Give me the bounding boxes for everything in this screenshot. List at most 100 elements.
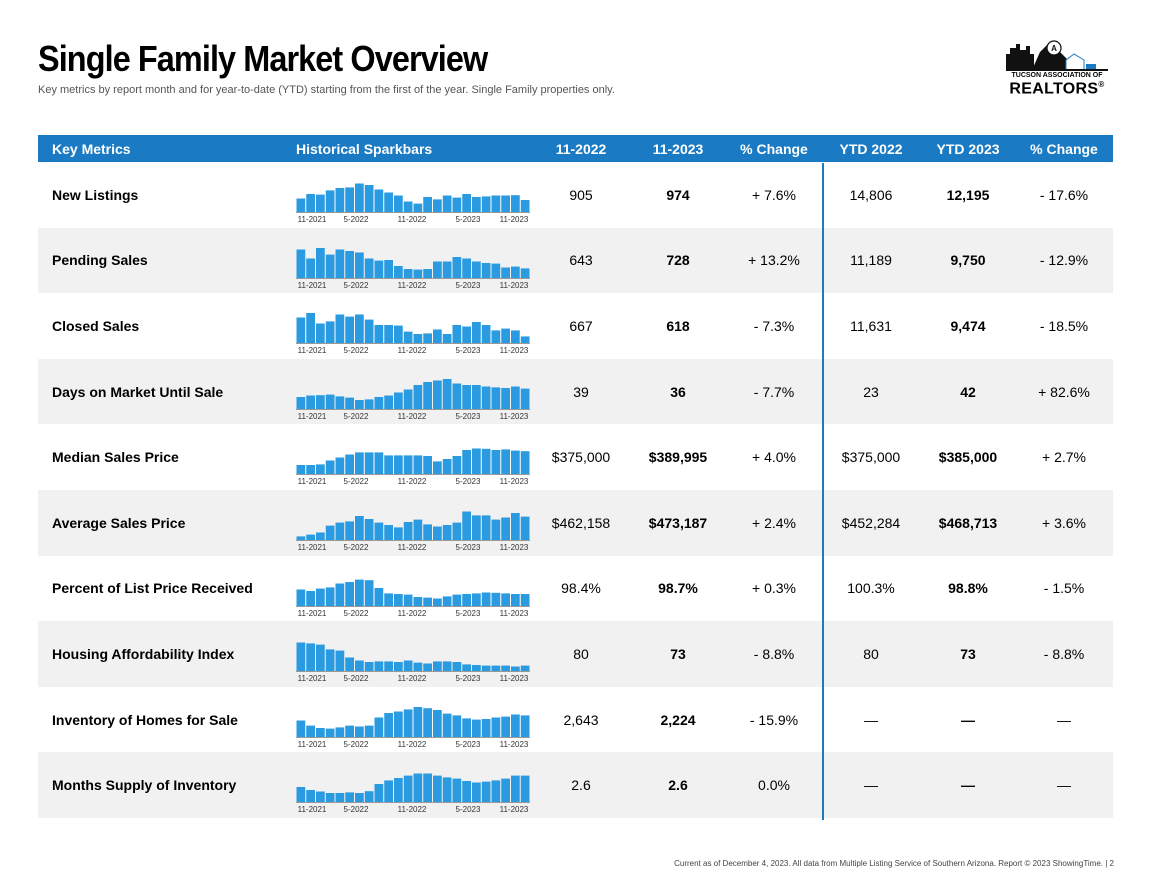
table-body: New Listings 11-2021 5-2022 11-2022 5-2023 11… — [38, 162, 1113, 818]
sparkbar — [403, 660, 413, 672]
sparkbar-axis-label: 5-2022 — [343, 280, 369, 290]
sparkbar — [403, 268, 413, 278]
value-ytd-pct: - 18.5% — [1039, 317, 1089, 334]
sparkbar — [423, 381, 432, 409]
sparkbar — [403, 331, 413, 344]
metric-name: Average Sales Price — [52, 514, 186, 531]
sparkbar-svg — [296, 313, 530, 345]
sparkbar — [316, 247, 325, 278]
sparkbar — [462, 258, 471, 278]
sparkbar-axis-label: 5-2022 — [343, 477, 369, 487]
sparkbar — [413, 203, 423, 212]
sparkbar — [374, 587, 384, 606]
value-pct: + 4.0% — [752, 449, 796, 466]
sparkbar — [296, 720, 306, 737]
page-subtitle: Key metrics by report month and for year… — [38, 84, 615, 96]
sparkbar-axis-label: 5-2023 — [455, 280, 481, 290]
sparkbar — [384, 325, 393, 344]
value-m2022: $375,000 — [551, 449, 611, 466]
value-m2022: $462,158 — [551, 514, 611, 531]
value-ytd2022: — — [864, 711, 878, 728]
sparkbar — [472, 665, 481, 672]
table-row: New Listings 11-2021 5-2022 11-2022 5-2023 11… — [38, 162, 1113, 228]
sparkbar — [413, 596, 423, 606]
sparkbar-axis-label: 11-2021 — [297, 674, 327, 684]
sparkbar — [452, 715, 462, 737]
value-ytd-pct: + 3.6% — [1042, 514, 1086, 531]
value-m2022: 905 — [569, 186, 593, 203]
sparkbar — [403, 389, 413, 409]
table-row: Median Sales Price 11-2021 5-2022 11-2022 5-… — [38, 424, 1113, 490]
sparkbar — [423, 268, 432, 278]
sparkbar — [306, 590, 315, 606]
sparkbar — [520, 388, 530, 409]
sparkbar — [316, 727, 325, 737]
sparkbar — [472, 782, 481, 803]
sparkbar — [384, 524, 393, 540]
logo-line-association: TUCSON ASSOCIATION OF — [1011, 72, 1103, 79]
sparkbar — [403, 201, 413, 212]
sparkbar — [374, 661, 384, 672]
col-ytd-pct-change: % Change — [1030, 141, 1098, 157]
sparkbar — [325, 190, 335, 212]
sparkbar — [364, 518, 374, 540]
sparkbar — [433, 661, 442, 672]
value-ytd2023: — — [961, 777, 975, 794]
sparkbar — [384, 455, 393, 475]
sparkbar — [462, 781, 471, 803]
sparkbar — [501, 716, 510, 737]
sparkbar — [423, 597, 432, 606]
sparkbar — [520, 775, 530, 803]
sparkbar — [423, 707, 432, 737]
sparkbar — [472, 448, 481, 475]
col-ytd-2022: YTD 2022 — [839, 141, 903, 157]
value-m2022: 667 — [569, 317, 593, 334]
sparkbar-axis-label: 11-2022 — [397, 542, 427, 552]
sparkbar — [403, 521, 413, 540]
sparkbar — [355, 726, 364, 737]
sparkbar — [472, 719, 481, 737]
sparkbar — [481, 325, 491, 344]
sparkbar-chart: 11-2021 5-2022 11-2022 5-2023 11-2023 — [296, 238, 536, 290]
sparkbar — [491, 665, 501, 672]
sparkbar-axis-label: 11-2021 — [297, 477, 327, 487]
sparkbar — [413, 269, 423, 278]
sparkbar — [462, 326, 471, 344]
sparkbar — [442, 195, 452, 212]
sparkbar-axis-label: 5-2023 — [455, 739, 481, 749]
sparkbar — [355, 793, 364, 803]
city-skyline-logo-icon: A — [1006, 40, 1108, 71]
value-m2023: 618 — [666, 317, 690, 334]
sparkbar-chart: 11-2021 5-2022 11-2022 5-2023 11-2023 — [296, 303, 536, 355]
col-month-2022: 11-2022 — [555, 141, 607, 157]
sparkbar — [296, 589, 306, 606]
value-ytd2023: 98.8% — [948, 580, 988, 597]
value-m2022: 98.4% — [561, 580, 601, 597]
value-m2023: 728 — [666, 252, 690, 269]
sparkbar — [481, 718, 491, 737]
sparkbar — [413, 334, 423, 344]
sparkbar — [423, 663, 432, 672]
sparkbar-axis-label: 11-2023 — [499, 280, 529, 290]
sparkbar-axis-label: 11-2023 — [499, 477, 529, 487]
sparkbar — [491, 263, 501, 278]
sparkbar — [384, 192, 393, 212]
sparkbar — [520, 665, 530, 672]
sparkbar — [481, 515, 491, 540]
tucson-realtors-logo: A TUCSON ASSOCIATION OF REALTORS® — [1004, 40, 1114, 98]
sparkbar — [472, 515, 481, 540]
table-row: Percent of List Price Received 11-2021 5-2… — [38, 556, 1113, 622]
sparkbar — [423, 197, 432, 212]
sparkbar — [364, 185, 374, 212]
sparkbar — [462, 664, 471, 672]
sparkbar-axis-label: 5-2022 — [343, 739, 369, 749]
value-pct: + 7.6% — [752, 186, 796, 203]
sparkbar — [394, 778, 403, 803]
sparkbar-axis-label: 5-2023 — [455, 674, 481, 684]
sparkbar — [520, 451, 530, 475]
key-metrics-table: Key Metrics Historical Sparkbars 11-2022… — [38, 135, 1113, 818]
value-m2023: $473,187 — [648, 514, 708, 531]
sparkbar — [423, 773, 432, 803]
sparkbar — [345, 521, 354, 540]
sparkbar — [433, 380, 442, 409]
